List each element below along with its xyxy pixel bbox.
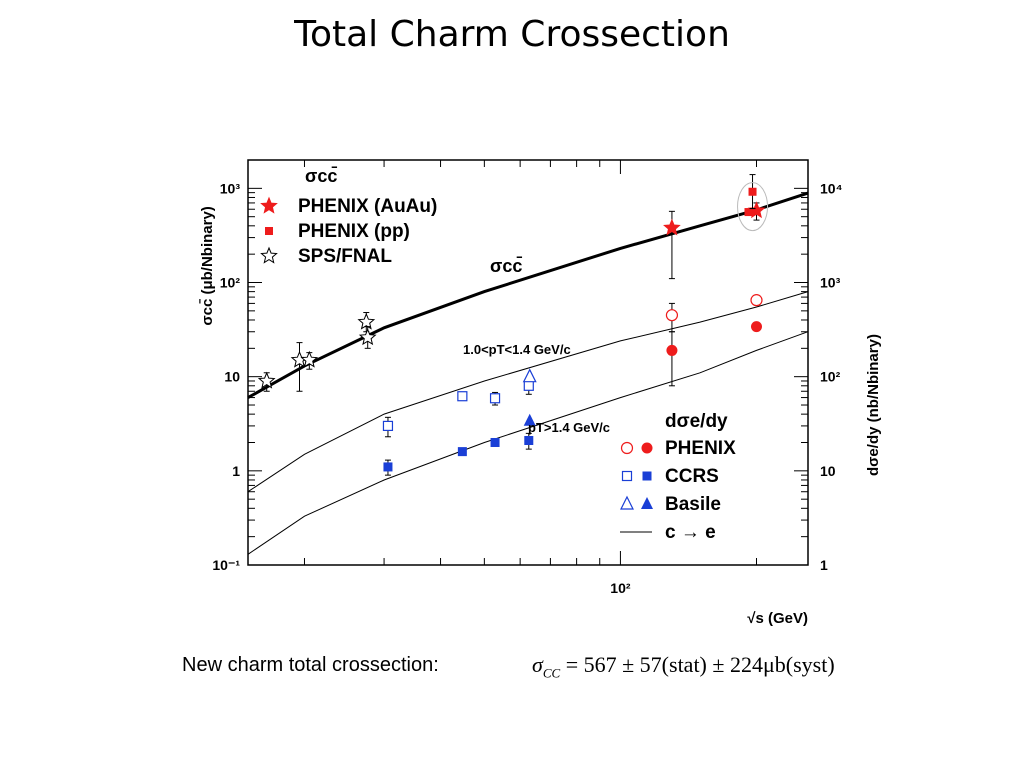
marker-star-open [257, 371, 276, 389]
legend-bottom-entry: Basile [665, 494, 721, 515]
footer-label: New charm total crossection: [182, 654, 439, 676]
theory-curve [247, 331, 809, 555]
slide-title: Total Charm Crossection [294, 14, 730, 55]
y-tick-label-right: 1 [820, 557, 828, 573]
x-tick-label: 10² [610, 580, 631, 596]
marker-star-open [358, 328, 377, 346]
marker-triangle-open [620, 495, 634, 510]
legend-top-entry: SPS/FNAL [298, 246, 392, 267]
marker-square-small [744, 208, 753, 217]
marker-circle-open [620, 441, 634, 455]
legend-top-entry: PHENIX (AuAu) [298, 196, 437, 217]
marker-square-small [748, 187, 757, 196]
charm-crossection-chart: 10⁻¹ 1 10 10² 10³ 1 10 10² 10³ 10⁴ 10² √s (GeV) σcc̄… [198, 159, 882, 627]
crossection-formula: σCC = 567 ± 57(stat) ± 224μb(syst) [532, 652, 835, 681]
y-tick-label-right: 10² [820, 369, 841, 385]
marker-triangle-filled [523, 413, 536, 426]
marker-star-open [300, 350, 319, 368]
marker-square-filled [524, 435, 534, 445]
y-tick-label-left: 10⁻¹ [212, 557, 240, 573]
marker-triangle-filled [641, 497, 653, 509]
marker-star-filled [747, 201, 766, 219]
marker-triangle-open [522, 368, 537, 383]
marker-square-filled [383, 462, 393, 472]
legend-top-entry: PHENIX (pp) [298, 221, 410, 242]
formula-subscript: CC [542, 665, 561, 681]
plot-frame [247, 159, 809, 566]
y-tick-label-left: 10 [224, 369, 240, 385]
series-square-filled [383, 432, 534, 476]
series-square-open [382, 378, 534, 438]
y-tick-label-left: 10³ [220, 180, 241, 196]
annotation-pt-low: 1.0<pT<1.4 GeV/c [463, 342, 571, 357]
marker-square-open [382, 420, 394, 432]
marker-square-filled [457, 447, 467, 457]
series-circle-filled [666, 321, 762, 387]
legend-bottom-entry: c → e [665, 522, 716, 543]
annotation-sigma-top: σcc̄ [305, 166, 337, 186]
marker-star-filled [663, 218, 681, 236]
marker-star-filled [260, 196, 278, 214]
marker-square-open [621, 470, 633, 482]
formula-sigma: σ [532, 652, 543, 677]
legend-bottom-entry: PHENIX [665, 438, 736, 459]
annotation-pt-high: pT>1.4 GeV/c [528, 420, 610, 435]
series-star-open [257, 312, 377, 392]
marker-circle-filled [750, 321, 762, 333]
y-tick-label-right: 10 [820, 463, 836, 479]
annotation-sigma-curve: σcc̄ [490, 256, 522, 276]
plot-area-border [247, 159, 809, 566]
marker-circle-open [665, 309, 679, 322]
legend-bottom-entry: CCRS [665, 466, 719, 487]
formula-rhs: = 567 ± 57(stat) ± 224μb(syst) [565, 652, 835, 677]
chart-labels: 10⁻¹ 1 10 10² 10³ 1 10 10² 10³ 10⁴ 10² √s (GeV) σcc̄… [198, 166, 882, 627]
marker-circle-filled [666, 344, 678, 356]
series-triangle-open [522, 368, 537, 383]
marker-star-open [260, 246, 278, 264]
legend-bottom-title: dσe/dy [665, 411, 728, 432]
marker-square-open [457, 391, 468, 402]
marker-star-open [357, 312, 376, 330]
y-tick-label-right: 10⁴ [820, 180, 843, 196]
x-axis-label: √s (GeV) [747, 610, 808, 627]
y-axis-label-right: dσe/dy (nb/Nbinary) [865, 334, 882, 476]
series-triangle-filled [523, 413, 536, 426]
series-star-filled [663, 201, 766, 280]
y-tick-label-left: 1 [232, 463, 240, 479]
marker-square-open [489, 393, 501, 404]
marker-square-open [523, 380, 534, 391]
data-markers [257, 174, 769, 476]
y-axis-label-left: σcc̄ (μb/Nbinary) [198, 206, 216, 325]
y-tick-label-right: 10³ [820, 275, 841, 291]
highlight-ellipse [737, 182, 769, 232]
marker-square-small [265, 227, 273, 235]
marker-circle-open [750, 294, 763, 307]
series-square-filled-small [744, 174, 757, 217]
marker-circle-filled [641, 442, 653, 454]
marker-square-filled [642, 471, 652, 481]
theory-curve [247, 291, 809, 493]
marker-square-filled [490, 437, 500, 447]
y-tick-label-left: 10² [220, 275, 241, 291]
